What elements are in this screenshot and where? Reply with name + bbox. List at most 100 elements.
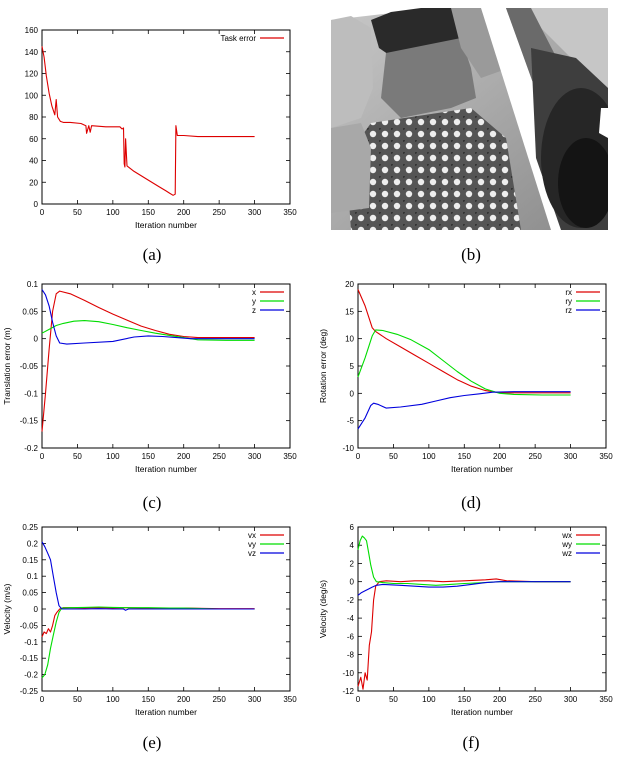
x-tick-label: 0 <box>356 452 361 461</box>
y-tick-label: -4 <box>347 614 355 623</box>
y-tick-label: -2 <box>347 596 355 605</box>
angular-velocity-chart: 0 50 100 150 200 250 300 350 -12 -10 -8 -6 -4 -2 0 2 4 6 I… <box>318 523 613 717</box>
depth-map-image <box>331 8 608 230</box>
caption-c: (c) <box>142 493 162 512</box>
x-tick-label: 350 <box>599 695 613 704</box>
y-tick-label: 2 <box>350 559 355 568</box>
legend-label: ry <box>565 297 572 306</box>
series-line-ry <box>357 329 571 396</box>
caption-f: (f) <box>462 733 480 752</box>
x-tick-label: 300 <box>248 695 262 704</box>
caption-b: (b) <box>461 245 481 264</box>
y-tick-label: 140 <box>25 48 39 57</box>
x-tick-label: 200 <box>177 208 191 217</box>
series-line-z <box>41 289 255 345</box>
y-tick-label: -0.15 <box>20 417 39 426</box>
y-tick-label: -6 <box>347 632 355 641</box>
y-axis-label: Velocity (deg/s) <box>318 580 328 638</box>
x-tick-label: 50 <box>389 695 398 704</box>
y-tick-label: -10 <box>342 669 354 678</box>
chart-panel-c: 0 50 100 150 200 250 300 350 -0.2 -0.15 -0.1 -0.05 0… <box>0 276 300 476</box>
y-tick-label: 0.1 <box>27 572 39 581</box>
caption-e: (e) <box>142 733 162 752</box>
x-axis-label: Iteration number <box>135 464 197 474</box>
x-tick-label: 150 <box>458 695 472 704</box>
x-tick-label: 300 <box>248 208 262 217</box>
y-tick-label: -0.05 <box>20 362 39 371</box>
legend-label: rx <box>565 288 572 297</box>
x-tick-label: 100 <box>422 695 436 704</box>
x-tick-label: 350 <box>283 208 297 217</box>
series-line-rz <box>357 391 571 430</box>
x-tick-label: 250 <box>212 208 226 217</box>
y-tick-label: 0.05 <box>22 307 38 316</box>
legend-label: Task error <box>220 34 256 43</box>
y-tick-label: 0 <box>34 605 39 614</box>
y-axis-label: Rotation error (deg) <box>318 329 328 403</box>
task-error-chart: 0 50 100 150 200 250 300 350 0 20 40 60 80 100 120 140 1… <box>25 26 298 230</box>
y-tick-label: 0 <box>350 389 355 398</box>
x-tick-label: 200 <box>177 452 191 461</box>
x-tick-label: 250 <box>212 452 226 461</box>
series-line-wy <box>357 535 571 586</box>
y-tick-label: 6 <box>350 523 355 532</box>
x-tick-label: 150 <box>142 695 156 704</box>
caption-d: (d) <box>461 493 481 512</box>
y-tick-label: 20 <box>29 178 38 187</box>
translation-error-chart: 0 50 100 150 200 250 300 350 -0.2 -0.15 -0.1 -0.05 0… <box>2 280 297 474</box>
chart-panel-d: 0 50 100 150 200 250 300 350 -10 -5 0 5 10 15 20 Iterat… <box>316 276 616 476</box>
x-axis-label: Iteration number <box>451 464 513 474</box>
legend-label: z <box>252 306 256 315</box>
plot-frame <box>357 526 607 692</box>
y-tick-label: 120 <box>25 70 39 79</box>
y-tick-label: 80 <box>29 113 38 122</box>
x-tick-label: 0 <box>40 695 45 704</box>
legend-label: x <box>252 288 256 297</box>
x-tick-label: 150 <box>142 452 156 461</box>
x-tick-label: 200 <box>493 452 507 461</box>
legend-label: rz <box>565 306 572 315</box>
x-tick-label: 0 <box>40 452 45 461</box>
series-line-rx <box>357 289 571 394</box>
series-line-vx <box>41 607 255 638</box>
y-tick-label: 5 <box>350 362 355 371</box>
x-tick-label: 100 <box>106 452 120 461</box>
x-tick-label: 250 <box>528 452 542 461</box>
x-tick-label: 350 <box>283 452 297 461</box>
y-tick-label: 0 <box>34 200 39 209</box>
x-tick-label: 200 <box>177 695 191 704</box>
series-line-wz <box>357 581 571 596</box>
y-tick-label: -10 <box>342 444 354 453</box>
series-line-vz <box>41 541 255 611</box>
y-tick-label: 4 <box>350 541 355 550</box>
series-line-x <box>41 290 255 432</box>
y-tick-label: 20 <box>345 280 354 289</box>
y-tick-label: 40 <box>29 157 38 166</box>
y-tick-label: -0.25 <box>20 687 39 696</box>
x-tick-label: 0 <box>40 208 45 217</box>
legend-label: wx <box>561 531 572 540</box>
x-tick-label: 200 <box>493 695 507 704</box>
series-line-vy <box>41 606 255 679</box>
y-tick-label: 15 <box>345 307 354 316</box>
y-tick-label: 0 <box>34 335 39 344</box>
y-tick-label: 0.1 <box>27 280 39 289</box>
x-axis-label: Iteration number <box>135 220 197 230</box>
y-axis-label: Translation error (m) <box>2 327 12 404</box>
rotation-error-chart: 0 50 100 150 200 250 300 350 -10 -5 0 5 10 15 20 Iterat… <box>318 280 613 474</box>
x-tick-label: 50 <box>73 452 82 461</box>
y-tick-label: -12 <box>342 687 354 696</box>
legend-label: wz <box>561 549 572 558</box>
series-line-wx <box>357 578 571 690</box>
y-tick-label: 0.15 <box>22 556 38 565</box>
y-tick-label: -0.1 <box>24 638 38 647</box>
x-tick-label: 300 <box>564 452 578 461</box>
y-tick-label: 100 <box>25 91 39 100</box>
x-tick-label: 50 <box>389 452 398 461</box>
y-tick-label: 0 <box>350 578 355 587</box>
y-tick-label: -0.2 <box>24 671 38 680</box>
chart-panel-e: 0 50 100 150 200 250 300 350 -0.25 -0.2 -0.15 -0.1 -… <box>0 519 300 719</box>
chart-panel-f: 0 50 100 150 200 250 300 350 -12 -10 -8 -6 -4 -2 0 2 4 6 I… <box>316 519 616 719</box>
y-tick-label: 0.05 <box>22 589 38 598</box>
legend-label: vz <box>248 549 256 558</box>
